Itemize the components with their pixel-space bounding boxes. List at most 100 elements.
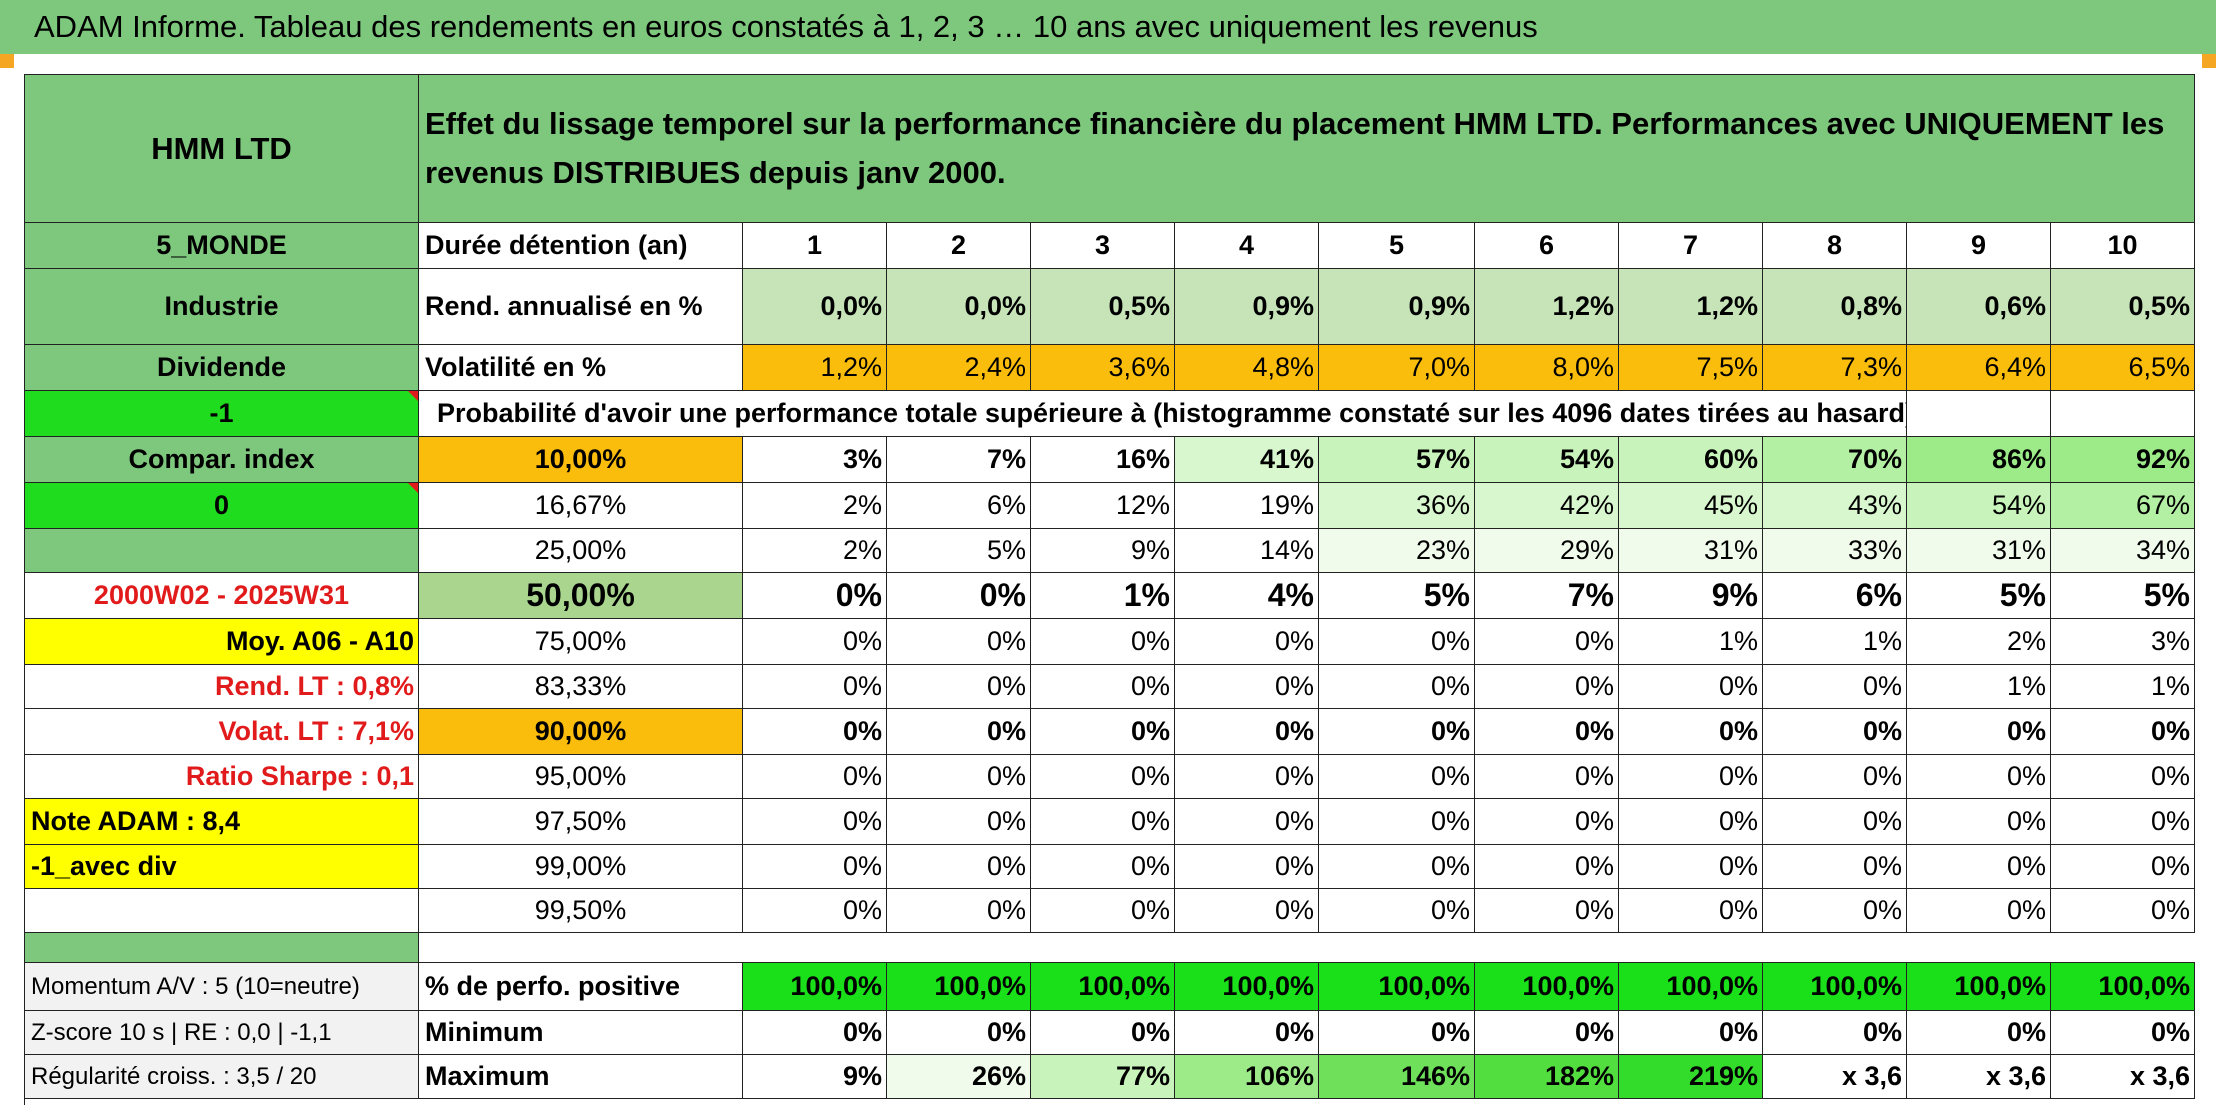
vol-value: 7,0% bbox=[1319, 345, 1475, 391]
probability-value: 7% bbox=[887, 437, 1031, 483]
probability-value: 0% bbox=[1475, 755, 1619, 799]
threshold-label: 10,00% bbox=[419, 437, 743, 483]
probability-value: 0% bbox=[2051, 889, 2195, 933]
probability-value: 0% bbox=[1175, 619, 1319, 665]
positive-label: % de perfo. positive bbox=[419, 963, 743, 1011]
probability-value: 2% bbox=[743, 529, 887, 573]
probability-value: 16% bbox=[1031, 437, 1175, 483]
empty-cell bbox=[25, 529, 419, 573]
probability-value: 0% bbox=[1031, 709, 1175, 755]
threshold-label: 99,50% bbox=[419, 889, 743, 933]
probability-value: 0% bbox=[1619, 755, 1763, 799]
positive-value: 100,0% bbox=[743, 963, 887, 1011]
probability-value: 0% bbox=[1475, 845, 1619, 889]
probability-value: 54% bbox=[1907, 483, 2051, 529]
positive-value: 100,0% bbox=[1175, 963, 1319, 1011]
probability-value: 0% bbox=[1763, 665, 1907, 709]
threshold-label: 97,50% bbox=[419, 799, 743, 845]
probability-value: 0% bbox=[1907, 755, 2051, 799]
proba-label: Probabilité d'avoir une performance tota… bbox=[419, 391, 1907, 437]
probability-value: 0% bbox=[1175, 755, 1319, 799]
code-cell: 0 bbox=[25, 483, 419, 529]
probability-value: 0% bbox=[2051, 845, 2195, 889]
maximum-value: x 3,6 bbox=[1907, 1055, 2051, 1099]
probability-value: 0% bbox=[1763, 845, 1907, 889]
probability-value: 0% bbox=[1907, 889, 2051, 933]
probability-value: 0% bbox=[887, 755, 1031, 799]
corner-marker bbox=[0, 54, 14, 68]
probability-value: 41% bbox=[1175, 437, 1319, 483]
probability-value: 3% bbox=[743, 437, 887, 483]
probability-value: 0% bbox=[1319, 665, 1475, 709]
probability-value: 0% bbox=[1175, 709, 1319, 755]
zscore-label: Z-score 10 s | RE : 0,0 | -1,1 bbox=[25, 1011, 419, 1055]
maximum-value: 219% bbox=[1619, 1055, 1763, 1099]
probability-value: 54% bbox=[1475, 437, 1619, 483]
probability-value: 0% bbox=[1175, 799, 1319, 845]
rend-value: 0,5% bbox=[1031, 269, 1175, 345]
positive-value: 100,0% bbox=[887, 963, 1031, 1011]
positive-value: 100,0% bbox=[1907, 963, 2051, 1011]
maximum-value: 26% bbox=[887, 1055, 1031, 1099]
year-header: 5 bbox=[1319, 223, 1475, 269]
probability-value: 0% bbox=[887, 573, 1031, 619]
probability-value: 0% bbox=[1619, 799, 1763, 845]
probability-value: 0% bbox=[1475, 665, 1619, 709]
rend-value: 0,6% bbox=[1907, 269, 2051, 345]
probability-value: 5% bbox=[1319, 573, 1475, 619]
maximum-value: 9% bbox=[743, 1055, 887, 1099]
minimum-value: 0% bbox=[2051, 1011, 2195, 1055]
vol-value: 2,4% bbox=[887, 345, 1031, 391]
probability-value: 12% bbox=[1031, 483, 1175, 529]
probability-value: 1% bbox=[1763, 619, 1907, 665]
probability-value: 29% bbox=[1475, 529, 1619, 573]
rend-value: 0,8% bbox=[1763, 269, 1907, 345]
probability-value: 0% bbox=[1319, 799, 1475, 845]
probability-value: 0% bbox=[743, 755, 887, 799]
year-header: 4 bbox=[1175, 223, 1319, 269]
maximum-value: 106% bbox=[1175, 1055, 1319, 1099]
probability-value: 86% bbox=[1907, 437, 2051, 483]
minimum-value: 0% bbox=[743, 1011, 887, 1055]
positive-value: 100,0% bbox=[1319, 963, 1475, 1011]
minimum-value: 0% bbox=[1175, 1011, 1319, 1055]
minimum-value: 0% bbox=[1319, 1011, 1475, 1055]
probability-value: 0% bbox=[1031, 755, 1175, 799]
year-header: 1 bbox=[743, 223, 887, 269]
probability-value: 0% bbox=[1031, 799, 1175, 845]
type-label: Dividende bbox=[25, 345, 419, 391]
fund-name: HMM LTD bbox=[25, 75, 419, 223]
minimum-value: 0% bbox=[887, 1011, 1031, 1055]
probability-value: 33% bbox=[1763, 529, 1907, 573]
separator-cell bbox=[25, 933, 419, 963]
probability-value: 34% bbox=[2051, 529, 2195, 573]
probability-value: 0% bbox=[887, 665, 1031, 709]
empty-cell bbox=[25, 889, 419, 933]
vol-value: 6,5% bbox=[2051, 345, 2195, 391]
probability-value: 0% bbox=[1319, 845, 1475, 889]
minimum-label: Minimum bbox=[419, 1011, 743, 1055]
rend-value: 0,9% bbox=[1319, 269, 1475, 345]
probability-value: 0% bbox=[1763, 755, 1907, 799]
rend-lt-label: Rend. LT : 0,8% bbox=[25, 665, 419, 709]
probability-value: 0% bbox=[887, 709, 1031, 755]
probability-value: 42% bbox=[1475, 483, 1619, 529]
probability-value: 0% bbox=[887, 845, 1031, 889]
title-bar: ADAM Informe. Tableau des rendements en … bbox=[0, 0, 2216, 54]
minimum-value: 0% bbox=[1031, 1011, 1175, 1055]
positive-value: 100,0% bbox=[1619, 963, 1763, 1011]
vol-value: 8,0% bbox=[1475, 345, 1619, 391]
probability-value: 57% bbox=[1319, 437, 1475, 483]
year-header: 9 bbox=[1907, 223, 2051, 269]
probability-value: 0% bbox=[1763, 889, 1907, 933]
vol-value: 4,8% bbox=[1175, 345, 1319, 391]
probability-value: 19% bbox=[1175, 483, 1319, 529]
probability-value: 0% bbox=[743, 665, 887, 709]
compar-index-label: Compar. index bbox=[25, 437, 419, 483]
minimum-value: 0% bbox=[1475, 1011, 1619, 1055]
separator-row bbox=[419, 933, 2195, 963]
maximum-value: 182% bbox=[1475, 1055, 1619, 1099]
maximum-value: 77% bbox=[1031, 1055, 1175, 1099]
probability-value: 6% bbox=[1763, 573, 1907, 619]
table-header-text: Effet du lissage temporel sur la perform… bbox=[419, 75, 2195, 223]
